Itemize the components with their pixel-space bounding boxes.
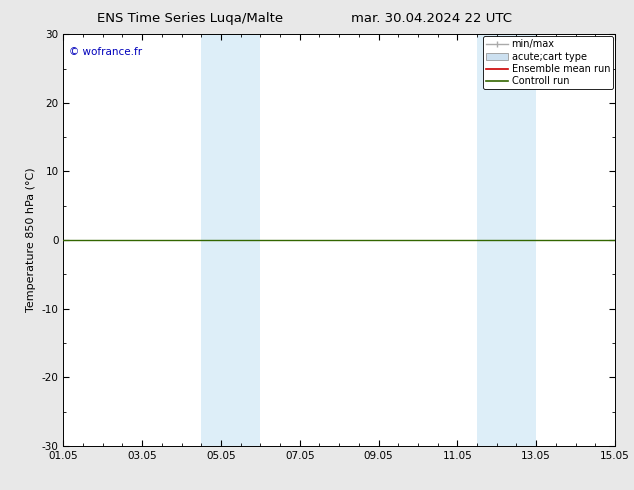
- Text: © wofrance.fr: © wofrance.fr: [69, 47, 142, 57]
- Legend: min/max, acute;cart type, Ensemble mean run, Controll run: min/max, acute;cart type, Ensemble mean …: [483, 36, 613, 89]
- Text: mar. 30.04.2024 22 UTC: mar. 30.04.2024 22 UTC: [351, 12, 512, 25]
- Bar: [477, 34, 505, 446]
- Bar: [202, 34, 229, 446]
- Bar: [505, 34, 536, 446]
- Y-axis label: Temperature 850 hPa (°C): Temperature 850 hPa (°C): [26, 168, 36, 313]
- Text: ENS Time Series Luqa/Malte: ENS Time Series Luqa/Malte: [97, 12, 283, 25]
- Bar: [229, 34, 261, 446]
